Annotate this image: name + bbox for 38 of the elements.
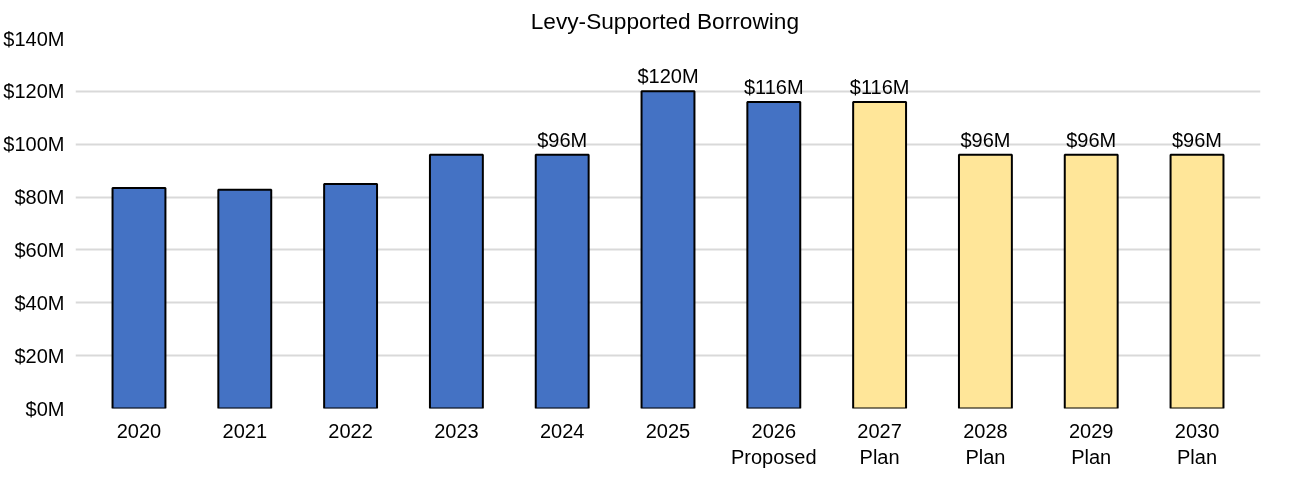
data-label: $120M — [637, 65, 699, 88]
data-label: $116M — [849, 75, 910, 98]
x-tick-label: 2021 — [222, 419, 268, 442]
x-tick-label: 2028 Plan — [963, 419, 1008, 468]
y-tick-label: $120M — [3, 80, 65, 103]
data-label: $96M — [1172, 128, 1223, 151]
x-tick-label: 2025 — [645, 419, 691, 442]
y-tick-label: $60M — [14, 238, 65, 261]
y-tick-label: $0M — [25, 397, 65, 420]
x-tick-label: 2020 — [116, 419, 162, 442]
x-tick-label: 2027 Plan — [857, 419, 902, 468]
x-tick-label: 2026 Proposed — [731, 419, 817, 468]
x-tick-label: 2022 — [328, 419, 373, 442]
data-label: $96M — [960, 128, 1011, 151]
y-tick-label: $20M — [14, 344, 65, 367]
bar — [323, 183, 379, 409]
y-tick-label: $40M — [14, 291, 65, 314]
bar — [957, 153, 1013, 409]
bar — [111, 187, 167, 409]
x-tick-label: 2024 — [539, 419, 585, 442]
x-tick-label: 2023 — [434, 419, 479, 442]
bar — [1063, 153, 1119, 409]
bar — [534, 153, 590, 409]
y-tick-label: $140M — [3, 27, 65, 50]
bar — [428, 153, 484, 409]
chart-title: Levy-Supported Borrowing — [530, 7, 799, 34]
data-label: $96M — [1066, 128, 1117, 151]
bar — [852, 100, 908, 409]
y-tick-label: $100M — [3, 133, 65, 156]
data-label: $96M — [537, 128, 588, 151]
x-tick-label: 2030 Plan — [1174, 419, 1220, 468]
bar — [217, 188, 273, 409]
bar — [640, 90, 696, 409]
bar — [746, 100, 802, 409]
y-tick-label: $80M — [14, 186, 65, 209]
bar — [1169, 153, 1225, 409]
x-tick-label: 2029 Plan — [1068, 419, 1114, 468]
data-label: $116M — [743, 75, 804, 98]
